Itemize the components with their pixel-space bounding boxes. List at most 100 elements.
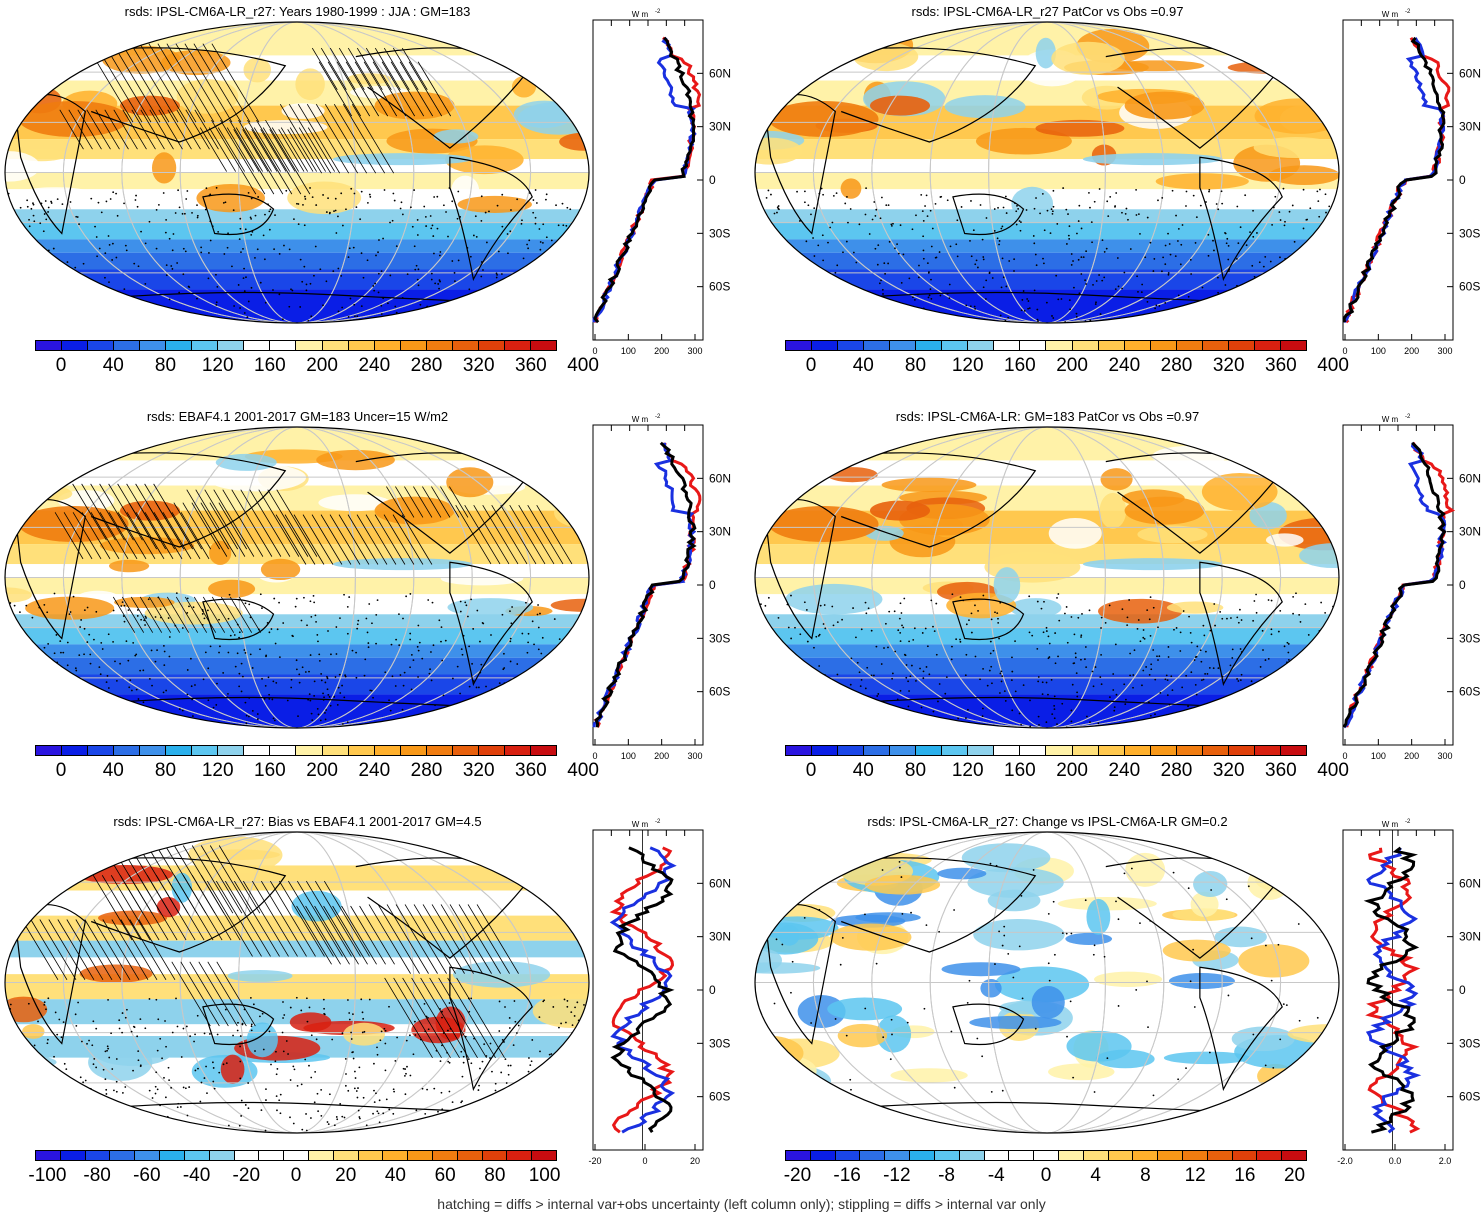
colorbar-tick-label: 200 [1056,760,1088,781]
colorbar-swatch [457,1151,483,1160]
colorbar-swatch [786,1151,811,1160]
colorbar-swatch [959,1151,985,1160]
colorbar-tick-label: 320 [462,355,495,376]
colorbar-swatch [838,341,865,350]
colorbar-tick-label: 200 [306,760,338,781]
coastline [1105,47,1284,149]
latitude-label: 60S [709,280,730,294]
colorbar-swatch [135,1151,161,1160]
coastline [449,561,533,687]
latitude-label: 60N [1459,66,1481,80]
colorbar-tick-label: 16 [1234,1165,1256,1186]
coastline [49,452,287,548]
colorbar-swatch [1183,1151,1208,1160]
colorbar-labels: 0 40 80 120 160 200 240 280 320 360 400 [785,355,1349,377]
latitude-label: 30N [709,930,731,944]
coastline [14,94,86,235]
colorbar-swatch [400,746,427,755]
zonal-x-tick-label: 0.0 [1389,1156,1402,1166]
colorbar-swatch [1176,746,1203,755]
zonal-x-tick-label: 0 [1342,346,1347,356]
global-map [4,831,590,1134]
colorbar-swatch [88,746,115,755]
colorbar-swatch [1083,1151,1109,1160]
colorbar-tick-label: 120 [951,760,984,781]
latitude-label: 30S [1459,226,1480,240]
global-map [754,831,1340,1134]
colorbar-swatch [296,746,323,755]
colorbar-swatch [916,341,943,350]
colorbar-tick-label: 160 [254,760,286,781]
colorbar-swatch [36,746,63,755]
colorbar-swatch [209,1151,235,1160]
colorbar-tick-label: 0 [55,355,67,376]
colorbar-swatch [184,1151,210,1160]
coastline [1199,156,1283,282]
colorbar-tick-label: -40 [182,1165,211,1186]
colorbar-swatch [114,746,141,755]
units-label: W m [1382,10,1399,19]
colorbar-swatch [860,1151,886,1160]
panel-top-right: rsds: IPSL-CM6A-LR_r27 PatCor vs Obs =0.… [750,0,1483,400]
colorbar-tick-label: 40 [852,760,874,781]
colorbar-tick-label: 320 [462,760,495,781]
colorbar-swatch [1254,746,1281,755]
zonal-mean-plot: W m -2 60N 30N 0 30S 60S 0 100 200 300 [592,414,731,761]
latitude-label: 0 [1459,578,1466,592]
zonal-x-tick-label: 300 [687,751,702,761]
colorbar-swatch [530,746,556,755]
colorbar-tick-label: -20 [232,1165,261,1186]
zonal-line-blue [1365,847,1422,1134]
colorbar-swatch [192,746,219,755]
coastline [355,47,534,149]
colorbar-swatch [482,1151,508,1160]
colorbar-swatch [1133,1151,1159,1160]
colorbar-tick-label: 100 [528,1165,561,1186]
colorbar-swatch [234,1151,260,1160]
panel-title: rsds: IPSL-CM6A-LR_r27: Years 1980-1999 … [124,4,471,19]
colorbar-swatch [1202,746,1229,755]
colorbar-swatch [1228,746,1255,755]
panel-title: rsds: IPSL-CM6A-LR_r27 PatCor vs Obs =0.… [911,4,1184,19]
latitude-label: 0 [1459,173,1466,187]
zonal-x-tick-label: 300 [687,346,702,356]
colorbar-tick-label: 4 [1090,1165,1101,1186]
colorbar-swatch [942,746,969,755]
colorbar-swatch [308,1151,334,1160]
coastline [49,47,287,143]
colorbar-tick-label: 320 [1212,760,1245,781]
colorbar-swatch [530,341,556,350]
colorbar-tick-label: 160 [254,355,286,376]
zonal-mean-plot: W m -2 60N 30N 0 30S 60S 0 100 200 300 [1342,9,1481,356]
colorbar-swatch [244,746,271,755]
colorbar-swatch [166,746,193,755]
colorbar-tick-label: -4 [987,1165,1005,1186]
panel-bottom-right: rsds: IPSL-CM6A-LR_r27: Change vs IPSL-C… [750,810,1483,1210]
latitude-label: 30N [1459,525,1481,539]
colorbar [785,745,1307,756]
colorbar-swatch [1046,341,1073,350]
colorbar-swatch [1280,746,1306,755]
colorbar-tick-label: 320 [1212,355,1245,376]
colorbar-swatch [322,746,349,755]
colorbar-swatch [864,341,891,350]
colorbar-swatch [374,341,401,350]
zonal-x-tick-label: 100 [621,346,636,356]
colorbar-swatch [1072,746,1099,755]
colorbar-tick-label: 0 [805,355,817,376]
zonal-x-tick-label: 200 [1404,751,1419,761]
colorbar-swatch [864,746,891,755]
colorbar-swatch [1207,1151,1233,1160]
colorbar-swatch [507,1151,533,1160]
colorbar-tick-label: 0 [55,760,67,781]
colorbar-swatch [1108,1151,1134,1160]
latitude-label: 60S [1459,685,1480,699]
colorbar-swatch [1282,1151,1307,1160]
colorbar-labels: 0 40 80 120 160 200 240 280 320 360 400 [35,760,599,782]
colorbar-swatch [890,341,917,350]
colorbar-tick-label: 0 [290,1165,302,1186]
colorbar-swatch [838,746,865,755]
colorbar-swatch [218,341,245,350]
colorbar-swatch [166,341,193,350]
panel-middle-left: rsds: EBAF4.1 2001-2017 GM=183 Uncer=15 … [0,405,740,805]
